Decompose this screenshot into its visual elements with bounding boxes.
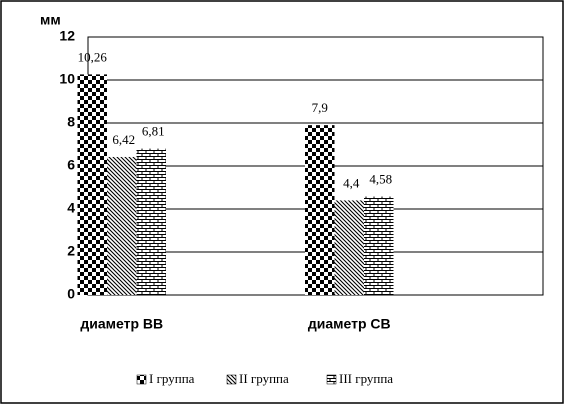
legend-label: III группа xyxy=(339,371,393,386)
bar xyxy=(77,74,107,295)
data-label: 6,81 xyxy=(142,124,165,139)
legend-swatch xyxy=(326,374,337,385)
bar xyxy=(364,196,394,295)
y-tick-label: 12 xyxy=(59,28,75,44)
y-tick-label: 8 xyxy=(67,114,75,130)
bar xyxy=(136,148,166,295)
data-label: 7,9 xyxy=(312,100,328,115)
y-tick-label: 10 xyxy=(59,71,75,87)
y-tick-label: 6 xyxy=(67,157,75,173)
bar xyxy=(305,125,335,296)
y-tick-label: 4 xyxy=(67,200,75,216)
data-label: 4,4 xyxy=(343,175,360,190)
y-axis-label: мм xyxy=(40,12,61,28)
data-label: 6,42 xyxy=(112,132,135,147)
data-label: 4,58 xyxy=(369,172,392,187)
x-tick-label: диаметр СВ xyxy=(308,316,391,332)
bar xyxy=(107,156,137,295)
legend-label: I группа xyxy=(149,371,195,386)
bar xyxy=(334,200,364,295)
legend-swatch xyxy=(136,374,147,385)
legend-swatch xyxy=(226,374,237,385)
x-tick-label: диаметр ВВ xyxy=(80,316,163,332)
data-label: 10,26 xyxy=(78,49,108,64)
legend-label: II группа xyxy=(239,371,289,386)
y-tick-label: 0 xyxy=(67,286,75,302)
y-tick-label: 2 xyxy=(67,243,75,259)
